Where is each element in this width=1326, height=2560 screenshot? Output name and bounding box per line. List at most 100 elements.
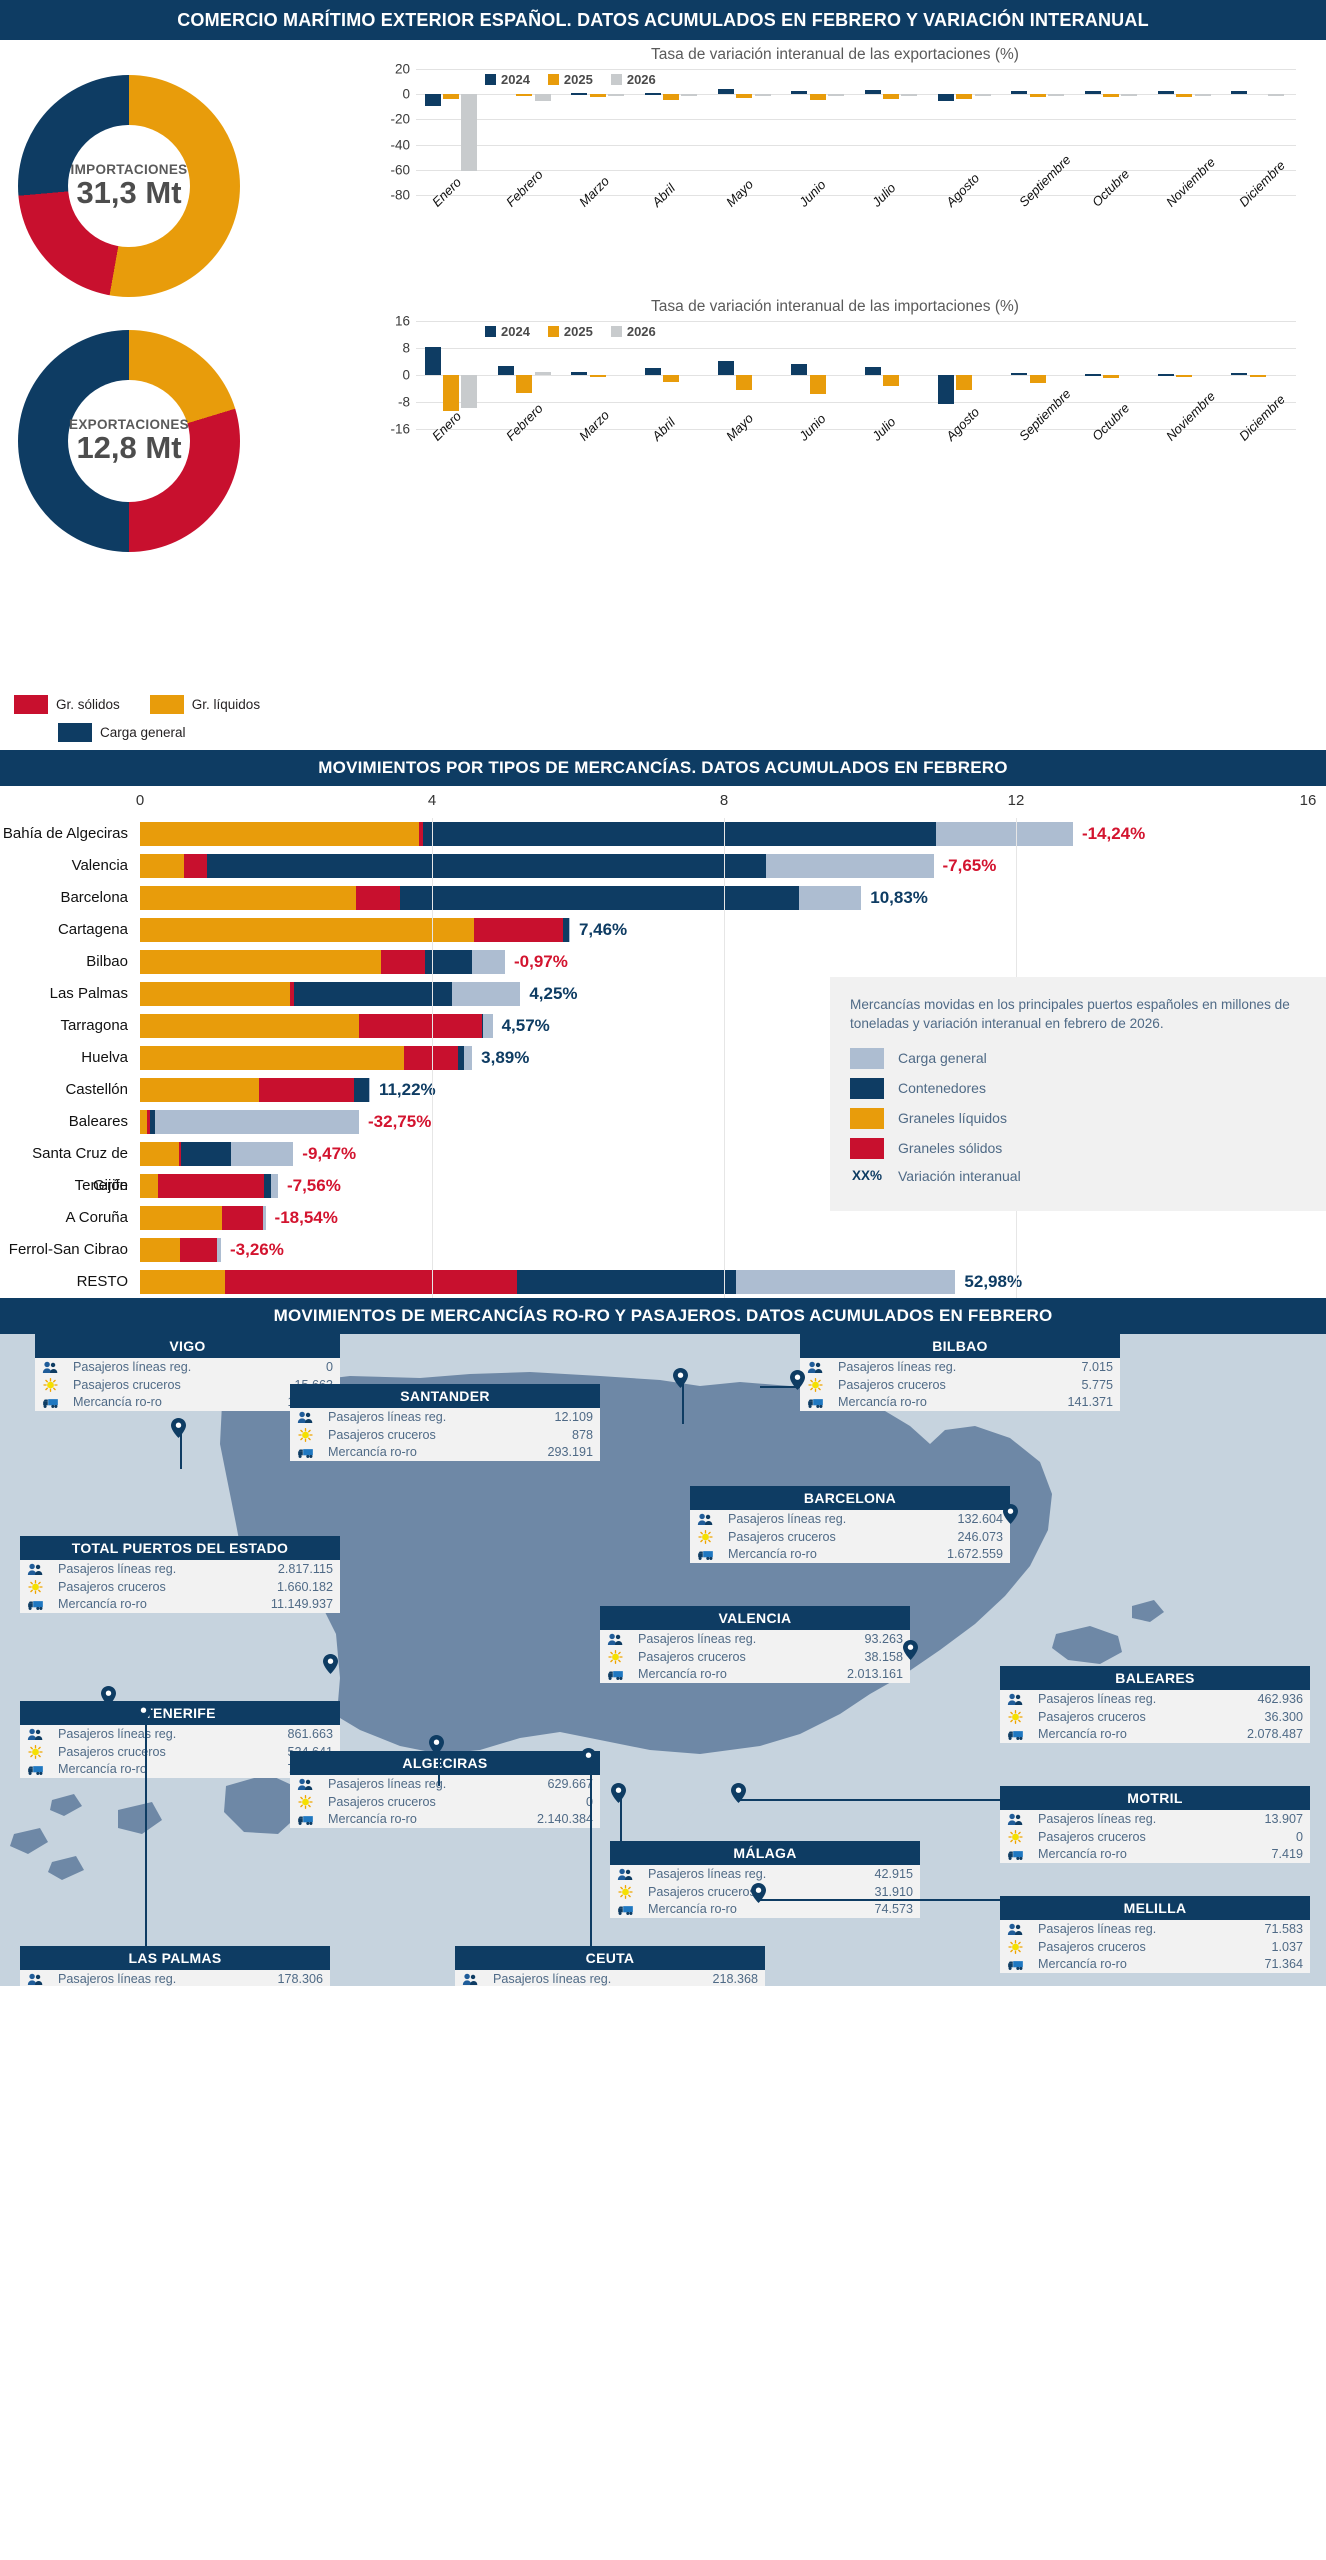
port-card-tenerife[interactable]: TENERIFE Pasajeros líneas reg. 861.663 P…: [20, 1701, 340, 1779]
map-pin[interactable]: [903, 1640, 918, 1660]
cruise-sun-icon: [1000, 1708, 1031, 1726]
bar-segment-graneles-líquidos: [140, 918, 474, 942]
bar-2026-Noviembre: [1194, 94, 1211, 97]
bar-row-variation: 7,46%: [578, 920, 628, 939]
port-stat-value: 7.419: [1271, 1847, 1303, 1862]
bar-2025-Agosto: [956, 94, 973, 100]
chart-title-importaciones: Tasa de variación interanual de las impo…: [651, 298, 1019, 315]
port-card-vigo[interactable]: VIGO Pasajeros líneas reg. 0 Pasajeros c…: [35, 1334, 340, 1412]
bar-row-label: Tarragona: [60, 1017, 128, 1034]
bar-row: Huelva 3,89%: [0, 1042, 1326, 1074]
bar-2024-Junio: [791, 364, 808, 375]
port-stat-row: Pasajeros líneas reg. 2.817.115: [20, 1560, 340, 1578]
legend-variation-label: Variación interanual: [898, 1167, 1021, 1184]
bar-segment-graneles-líquidos: [140, 1014, 359, 1038]
port-stat-row: Pasajeros líneas reg. 13.907: [1000, 1810, 1310, 1828]
legend-label-2025: 2025: [563, 72, 593, 87]
port-stat-row: Mercancía ro-ro 2.078.487: [1000, 1725, 1310, 1743]
port-stat-row: Pasajeros líneas reg. 7.015: [800, 1358, 1120, 1376]
bar-2024-Mayo: [718, 361, 734, 375]
map-pin[interactable]: [581, 1748, 596, 1768]
bar-2024-Julio: [864, 89, 881, 95]
port-card-baleares[interactable]: BALEARES Pasajeros líneas reg. 462.936 P…: [1000, 1666, 1310, 1744]
port-stat-value: 11.149.937: [270, 1597, 333, 1612]
port-stat-label: Pasajeros líneas reg.: [328, 1776, 447, 1791]
port-card-ceuta[interactable]: CEUTA Pasajeros líneas reg. 218.368 Pasa…: [455, 1946, 765, 1986]
bar-segment-graneles-líquidos: [140, 854, 184, 878]
bar-2025-Marzo: [589, 375, 606, 377]
legend-swatch-liquidos: [149, 695, 184, 714]
map-pin[interactable]: [429, 1735, 444, 1755]
bar-2025-Junio: [809, 375, 826, 394]
map-pin[interactable]: [673, 1368, 688, 1388]
bar-row-variation: -14,24%: [1081, 824, 1146, 843]
passengers-icon: [800, 1358, 831, 1376]
port-stat-row: Mercancía ro-ro 7.419: [1000, 1845, 1310, 1863]
port-card-malaga[interactable]: MÁLAGA Pasajeros líneas reg. 42.915 Pasa…: [610, 1841, 920, 1919]
port-card-algeciras[interactable]: ALGECIRAS Pasajeros líneas reg. 629.667 …: [290, 1751, 600, 1829]
map-pin[interactable]: [323, 1654, 338, 1674]
bar-row-variation: 3,89%: [481, 1048, 530, 1067]
legend-swatch-solidos: [14, 695, 48, 714]
port-stat-label: Mercancía ro-ro: [1038, 1727, 1127, 1742]
gridline: [416, 169, 1296, 171]
port-card-santander[interactable]: SANTANDER Pasajeros líneas reg. 12.109 P…: [290, 1384, 600, 1462]
bar-2025-Noviembre: [1176, 375, 1193, 377]
bar-segment-carga-general: [271, 1174, 278, 1198]
bar-2026-Marzo: [608, 94, 624, 97]
y-tick-label: -60: [390, 162, 410, 178]
legend-item-2026: 2026: [610, 72, 656, 87]
port-stat-label: Pasajeros cruceros: [838, 1377, 946, 1392]
port-card-melilla[interactable]: MELILLA Pasajeros líneas reg. 71.583 Pas…: [1000, 1896, 1310, 1974]
port-stat-label: Mercancía ro-ro: [1038, 1957, 1127, 1972]
leader-line-bilbao: [760, 1386, 800, 1388]
port-stat-label: Pasajeros líneas reg.: [728, 1511, 847, 1526]
port-stat-value: 5.775: [1081, 1377, 1113, 1392]
bar-segment-graneles-sólidos: [180, 1238, 217, 1262]
bar-2024-Julio: [864, 366, 881, 375]
map-pin[interactable]: [751, 1883, 766, 1903]
y-tick-label: -16: [390, 421, 410, 437]
map-pin[interactable]: [790, 1370, 805, 1390]
port-card-bilbao[interactable]: BILBAO Pasajeros líneas reg. 7.015 Pasaj…: [800, 1334, 1120, 1412]
bar-2024-Agosto: [938, 94, 954, 101]
roro-truck-icon: [20, 1760, 51, 1778]
map-pin[interactable]: [731, 1783, 746, 1803]
bar-2024-Octubre: [1084, 91, 1101, 95]
bar-row: RESTO 52,98%: [0, 1266, 1326, 1298]
gridline: [416, 119, 1296, 121]
cruise-sun-icon: [1000, 1828, 1031, 1846]
bar-row: Ferrol-San Cibrao -3,26%: [0, 1234, 1326, 1266]
port-stat-label: Mercancía ro-ro: [648, 1902, 737, 1917]
bar-segment-carga-general: [765, 854, 934, 878]
port-stat-label: Mercancía ro-ro: [58, 1597, 147, 1612]
map-pin[interactable]: [171, 1418, 186, 1438]
donut-value-exportaciones: 12,8 Mt: [76, 430, 182, 466]
bar-2024-Septiembre: [1011, 90, 1028, 95]
port-card-laspalmas[interactable]: LAS PALMAS Pasajeros líneas reg. 178.306…: [20, 1946, 330, 1986]
y-tick-label: -80: [390, 187, 410, 203]
port-card-motril[interactable]: MOTRIL Pasajeros líneas reg. 13.907 Pasa…: [1000, 1786, 1310, 1864]
bar-segment-carga-general: [369, 1078, 370, 1102]
bar-2024-Diciembre: [1231, 372, 1248, 375]
map-pin[interactable]: [101, 1686, 116, 1706]
port-card-total[interactable]: TOTAL PUERTOS DEL ESTADO Pasajeros línea…: [20, 1536, 340, 1614]
map-pin[interactable]: [1003, 1504, 1018, 1524]
roro-truck-icon: [1000, 1845, 1031, 1863]
port-card-barcelona[interactable]: BARCELONA Pasajeros líneas reg. 132.604 …: [690, 1486, 1010, 1564]
bar-chart-axis: 0 4 8 12 16: [136, 792, 1317, 818]
port-stat-value: 629.667: [547, 1776, 593, 1791]
bar-2024-Noviembre: [1158, 90, 1174, 95]
port-card-valencia[interactable]: VALENCIA Pasajeros líneas reg. 93.263 Pa…: [600, 1606, 910, 1684]
roro-truck-icon: [1000, 1955, 1031, 1973]
gridline: [416, 69, 1296, 70]
bar-2025-Agosto: [956, 375, 973, 390]
port-stat-row: Mercancía ro-ro 2.140.384: [290, 1810, 600, 1828]
map-pin[interactable]: [136, 1703, 151, 1723]
port-stat-label: Pasajeros cruceros: [328, 1427, 436, 1442]
map-pin[interactable]: [611, 1783, 626, 1803]
port-card-title: BARCELONA: [690, 1486, 1010, 1510]
bar-chart-rows: Bahía de Algeciras -14,24% Valencia -7,65% B…: [0, 818, 1326, 1298]
donut-label-importaciones: IMPORTACIONES: [70, 162, 188, 178]
bar-2025-Septiembre: [1029, 375, 1046, 383]
